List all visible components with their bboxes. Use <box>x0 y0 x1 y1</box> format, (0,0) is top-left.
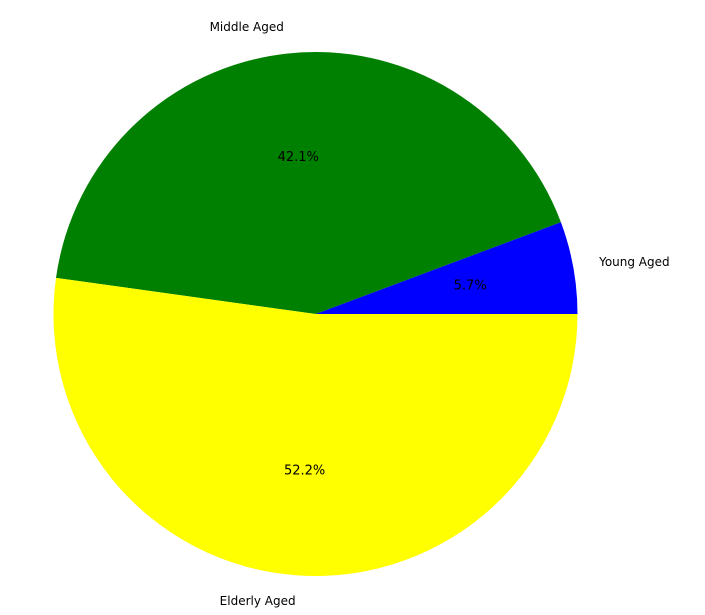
slice-label: Young Aged <box>598 255 670 269</box>
slice-percent-label: 42.1% <box>278 150 319 165</box>
slice-label: Elderly Aged <box>220 594 296 608</box>
pie-slice-young-aged <box>315 222 578 314</box>
slice-percent-label: 52.2% <box>284 463 325 478</box>
slice-label: Middle Aged <box>210 20 284 34</box>
slices-layer <box>53 51 578 576</box>
labels-layer: Young Aged 5.7% Middle Aged 42.1% Elderly Ag… <box>210 20 670 608</box>
pie-slice-elderly-aged <box>53 277 578 576</box>
pie-slice-middle-aged <box>55 51 561 314</box>
slice-percent-label: 5.7% <box>454 279 487 294</box>
